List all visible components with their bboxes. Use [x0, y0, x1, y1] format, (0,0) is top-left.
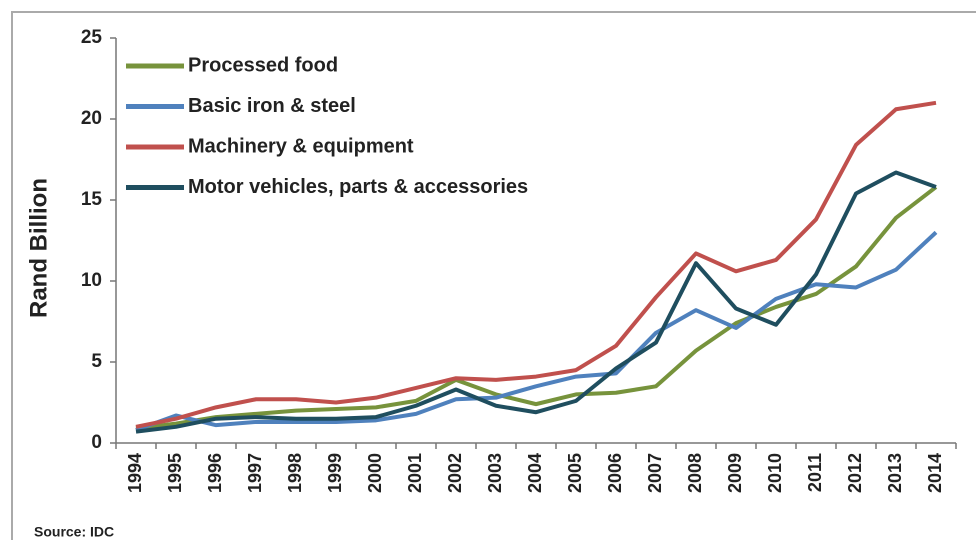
x-tick-label: 2008 — [685, 453, 705, 493]
x-tick-label: 2007 — [645, 453, 665, 493]
x-tick-label: 1995 — [165, 453, 185, 493]
x-tick-label: 1998 — [285, 453, 305, 493]
x-tick-label: 2013 — [885, 453, 905, 493]
y-tick-label: 15 — [81, 189, 103, 210]
y-axis-label: Rand Billion — [25, 178, 52, 318]
y-tick-label: 25 — [81, 27, 103, 48]
x-tick-label: 2003 — [485, 453, 505, 493]
series-line — [135, 100, 937, 429]
source: Source: IDC — [34, 524, 114, 540]
x-tick-label: 2005 — [565, 453, 585, 493]
legend-label: Machinery & equipment — [188, 135, 414, 157]
x-tick-label: 2009 — [725, 453, 745, 493]
x-tick-label: 1999 — [325, 453, 345, 493]
x-tick-label: 2010 — [765, 453, 785, 493]
y-tick-label: 20 — [81, 108, 102, 129]
x-tick-label: 2004 — [525, 453, 545, 493]
series-line — [135, 185, 938, 431]
y-tick-label: 5 — [91, 351, 102, 372]
x-tick-label: 1996 — [205, 453, 225, 493]
x-tick-label: 2012 — [845, 453, 865, 493]
x-tick-label: 2000 — [365, 453, 385, 493]
y-tick-label: 10 — [81, 270, 102, 291]
legend-label: Motor vehicles, parts & accessories — [188, 176, 528, 198]
legend-label: Processed food — [188, 54, 338, 76]
x-tick-label: 2011 — [805, 453, 825, 492]
x-tick-label: 1997 — [245, 453, 265, 493]
series-line — [135, 170, 937, 434]
legend-label: Basic iron & steel — [188, 95, 356, 117]
x-tick-label: 1994 — [125, 453, 145, 493]
x-tick-label: 2014 — [925, 453, 945, 493]
x-tick-label: 2001 — [405, 453, 425, 493]
y-tick-label: 0 — [91, 432, 102, 453]
x-tick-label: 2006 — [605, 453, 625, 493]
x-tick-label: 2002 — [445, 453, 465, 493]
